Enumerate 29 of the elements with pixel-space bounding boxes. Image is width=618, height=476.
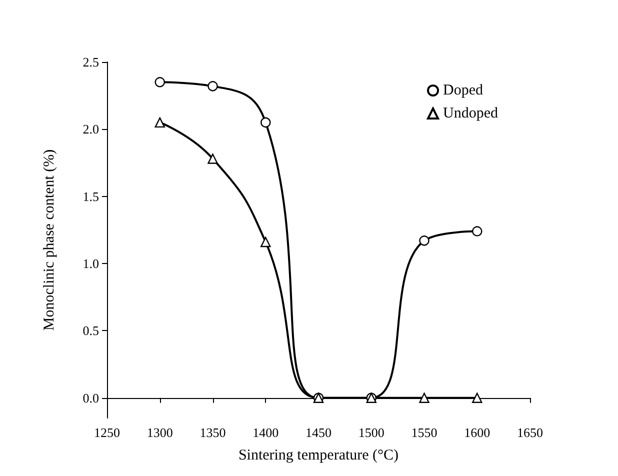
y-tick-label: 1.5 — [82, 188, 99, 204]
x-tick-label: 1250 — [94, 425, 120, 440]
point — [208, 154, 218, 164]
x-tick-label: 1400 — [252, 425, 279, 440]
y-axis-title: Monoclinic phase content (%) — [42, 149, 58, 331]
point — [472, 226, 482, 236]
point — [419, 392, 430, 403]
point — [472, 392, 482, 403]
y-tick-label: 0.5 — [82, 323, 99, 338]
x-tick-label: 1550 — [411, 425, 438, 440]
point — [208, 81, 218, 92]
x-tick-label: 1300 — [146, 425, 173, 440]
y-tick-label: 1.0 — [82, 256, 99, 272]
x-tick-label: 1600 — [464, 425, 490, 440]
x-tick-label: 1450 — [306, 425, 332, 440]
y-tick-label: 2.5 — [82, 54, 99, 70]
point — [260, 117, 271, 128]
y-tick-label: 0.0 — [82, 390, 99, 406]
point — [419, 236, 430, 246]
legend-label: Undoped — [443, 106, 498, 122]
point — [154, 77, 165, 88]
legend-label: Doped — [443, 82, 484, 98]
x-tick-label: 1500 — [358, 425, 384, 440]
point — [154, 117, 165, 128]
x-tick-label: 1350 — [200, 425, 226, 440]
x-axis-title: Sintering temperature (°C) — [238, 448, 399, 464]
x-tick-label: 1650 — [517, 425, 543, 440]
point — [260, 236, 271, 248]
y-tick-label: 2.0 — [82, 122, 99, 137]
